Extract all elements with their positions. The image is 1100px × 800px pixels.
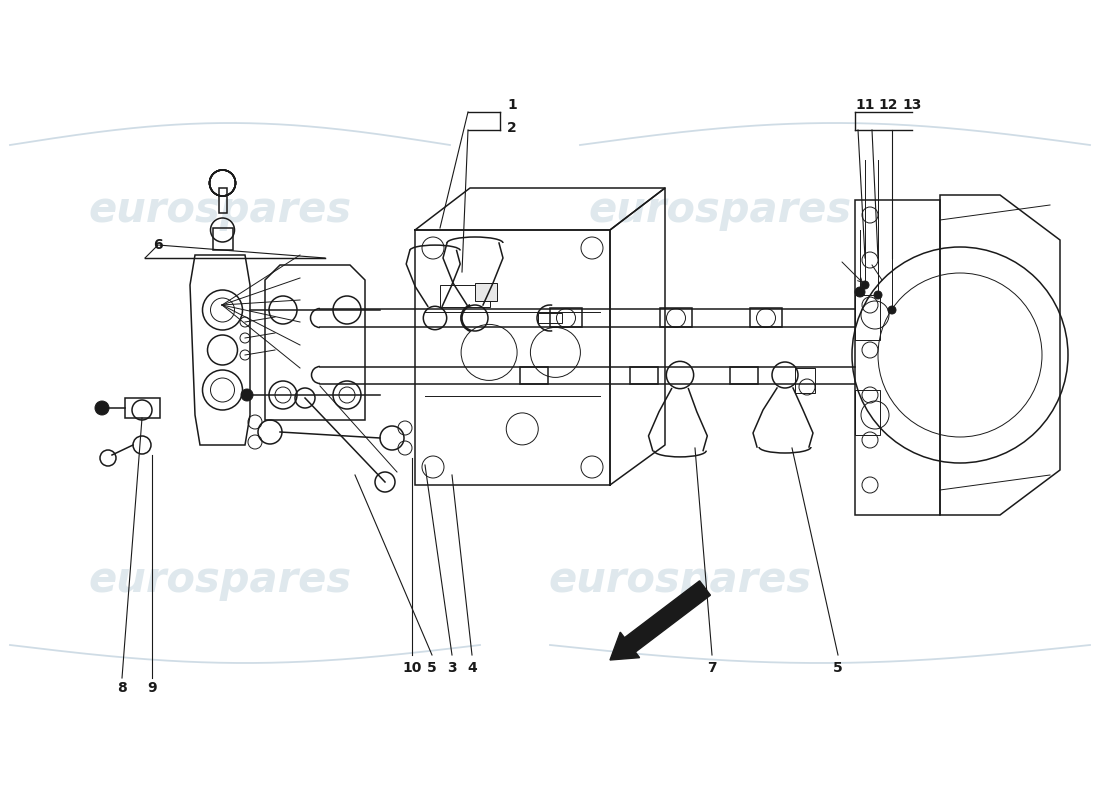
Text: 4: 4 xyxy=(468,661,477,675)
Text: 5: 5 xyxy=(833,661,843,675)
Bar xyxy=(520,366,548,383)
Circle shape xyxy=(888,306,896,314)
Bar xyxy=(795,368,815,393)
Bar xyxy=(855,390,880,435)
Bar xyxy=(660,309,692,327)
Bar xyxy=(750,309,782,327)
Circle shape xyxy=(855,287,865,297)
Bar xyxy=(440,285,490,306)
Text: eurospares: eurospares xyxy=(88,559,352,601)
Bar xyxy=(630,366,658,383)
Bar xyxy=(125,398,160,418)
Text: eurospares: eurospares xyxy=(588,189,851,231)
FancyArrow shape xyxy=(610,581,711,660)
Bar xyxy=(855,200,940,515)
Bar xyxy=(538,313,562,323)
Bar xyxy=(415,230,610,485)
Text: 1: 1 xyxy=(507,98,517,112)
Text: 9: 9 xyxy=(147,681,157,695)
Bar xyxy=(855,295,880,340)
Bar xyxy=(550,309,582,327)
Bar xyxy=(475,283,497,302)
Bar xyxy=(730,366,758,383)
Text: 5: 5 xyxy=(427,661,437,675)
Circle shape xyxy=(874,291,882,299)
Text: 13: 13 xyxy=(902,98,922,112)
Circle shape xyxy=(241,389,253,401)
Text: 11: 11 xyxy=(856,98,875,112)
Text: 6: 6 xyxy=(153,238,163,252)
Bar xyxy=(219,188,227,213)
Text: 3: 3 xyxy=(448,661,456,675)
Circle shape xyxy=(861,281,869,289)
Text: 10: 10 xyxy=(403,661,421,675)
Text: 2: 2 xyxy=(507,121,517,135)
Text: eurospares: eurospares xyxy=(88,189,352,231)
Circle shape xyxy=(95,401,109,415)
Text: 12: 12 xyxy=(878,98,898,112)
Text: eurospares: eurospares xyxy=(549,559,812,601)
Text: 7: 7 xyxy=(707,661,717,675)
Bar xyxy=(212,228,232,250)
Text: 8: 8 xyxy=(117,681,126,695)
